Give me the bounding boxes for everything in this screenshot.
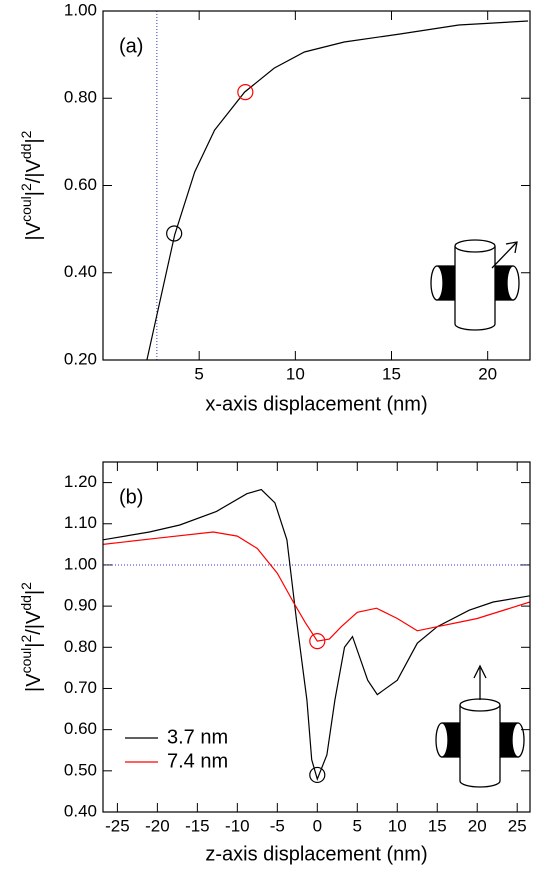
y-tick-label: 0.60 <box>64 719 97 738</box>
y-axis-label: |Vcoul|2/|Vdd|2 <box>18 582 46 692</box>
y-axis-label-part: 2 <box>18 183 34 191</box>
marker <box>166 225 183 242</box>
y-axis-label-part: dd <box>18 144 34 160</box>
data-line <box>103 531 530 642</box>
y-tick-label: 1.10 <box>64 513 97 532</box>
y-tick-label: 1.20 <box>64 472 97 491</box>
x-tick-label: 20 <box>468 816 487 835</box>
x-axis-label: x-axis displacement (nm) <box>205 393 427 415</box>
y-axis-label-part: coul <box>18 196 34 222</box>
plot-frame <box>102 461 531 813</box>
y-axis-label-part: coul <box>18 648 34 674</box>
x-tick-label: 10 <box>388 816 407 835</box>
x-tick-label: 15 <box>428 816 447 835</box>
x-tick-label: -25 <box>105 816 130 835</box>
y-tick-label: 0.50 <box>64 760 97 779</box>
inset-a <box>430 239 520 331</box>
y-axis-label-part: 2 <box>18 635 34 643</box>
y-tick-label: 0.90 <box>64 596 97 615</box>
y-axis-label-part: /|V <box>23 158 45 183</box>
x-tick-label: -15 <box>185 816 210 835</box>
x-tick-label: 5 <box>353 816 362 835</box>
y-axis-label: |Vcoul|2/|Vdd|2 <box>18 130 46 240</box>
x-tick-label: -5 <box>270 816 285 835</box>
marker <box>309 766 326 784</box>
y-tick-label: 0.40 <box>64 262 97 281</box>
y-axis-label-part: |V <box>23 673 45 692</box>
y-axis-label-part: 2 <box>18 582 34 590</box>
x-tick-label: -10 <box>225 816 250 835</box>
y-tick-label: 1.00 <box>64 0 97 19</box>
y-tick-label: 0.80 <box>64 88 97 107</box>
inset-b <box>435 664 525 788</box>
panel-label: (b) <box>119 486 143 508</box>
x-tick-label: 10 <box>286 364 305 383</box>
panel-label: (a) <box>119 35 143 57</box>
y-axis-label-part: /|V <box>23 610 45 635</box>
x-tick-label: 0 <box>313 816 322 835</box>
data-line <box>103 488 530 781</box>
y-axis-label-part: dd <box>18 595 34 611</box>
y-tick-label: 0.40 <box>64 801 97 820</box>
data-line <box>146 20 529 360</box>
y-axis-label-part: | <box>23 590 45 595</box>
legend-label: 7.4 nm <box>167 750 228 772</box>
y-tick-label: 1.00 <box>64 554 97 573</box>
legend-label: 3.7 nm <box>167 726 228 748</box>
y-axis-label-part: | <box>23 191 45 196</box>
x-tick-label: 20 <box>478 364 497 383</box>
y-tick-label: 0.80 <box>64 637 97 656</box>
x-tick-label: 25 <box>508 816 527 835</box>
y-axis-label-part: | <box>23 138 45 143</box>
y-tick-label: 0.70 <box>64 678 97 697</box>
y-axis-label-part: |V <box>23 221 45 240</box>
marker <box>237 84 254 101</box>
x-axis-label: z-axis displacement (nm) <box>205 843 427 865</box>
marker <box>309 633 326 650</box>
plot-frame <box>102 10 531 361</box>
x-tick-label: 5 <box>194 364 203 383</box>
y-tick-label: 0.60 <box>64 175 97 194</box>
x-tick-label: -20 <box>145 816 170 835</box>
y-axis-label-part: 2 <box>18 130 34 138</box>
y-axis-label-part: | <box>23 643 45 648</box>
y-tick-label: 0.20 <box>64 349 97 368</box>
x-tick-label: 15 <box>382 364 401 383</box>
